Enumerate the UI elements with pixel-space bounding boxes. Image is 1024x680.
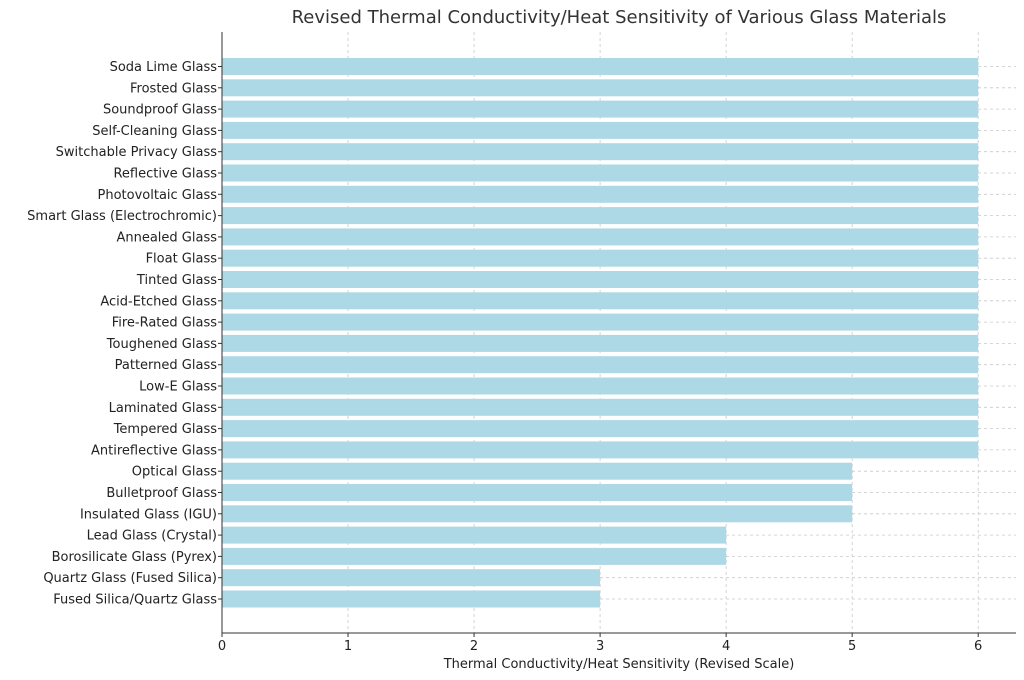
bar <box>222 505 853 523</box>
y-tick-label: Toughened Glass <box>106 337 217 352</box>
bar <box>222 420 979 438</box>
bar <box>222 356 979 374</box>
x-tick-label: 6 <box>974 639 982 654</box>
bar <box>222 271 979 288</box>
y-tick-label: Tinted Glass <box>136 273 217 288</box>
y-tick-label: Smart Glass (Electrochromic) <box>27 209 217 224</box>
y-tick-label: Annealed Glass <box>116 230 217 245</box>
bar <box>222 100 979 118</box>
bar <box>222 398 979 416</box>
y-tick-label: Optical Glass <box>132 465 217 480</box>
y-tick-label: Fused Silica/Quartz Glass <box>53 593 217 608</box>
bar <box>222 569 601 587</box>
bar <box>222 484 853 501</box>
bar <box>222 249 979 267</box>
y-tick-label: Photovoltaic Glass <box>98 188 218 203</box>
y-tick-label: Reflective Glass <box>113 167 217 182</box>
bar <box>222 462 853 480</box>
y-tick-label: Insulated Glass (IGU) <box>80 507 217 522</box>
y-tick-label: Quartz Glass (Fused Silica) <box>43 571 217 586</box>
x-axis-title: Thermal Conductivity/Heat Sensitivity (R… <box>443 657 795 672</box>
y-tick-label: Low-E Glass <box>139 380 217 395</box>
bar <box>222 377 979 395</box>
bar <box>222 79 979 97</box>
y-tick-label: Float Glass <box>146 252 218 267</box>
y-tick-label: Tempered Glass <box>113 422 218 437</box>
bar <box>222 526 727 544</box>
y-tick-label: Switchable Privacy Glass <box>56 145 218 160</box>
bar <box>222 185 979 203</box>
y-tick-label: Soundproof Glass <box>103 103 217 118</box>
bar <box>222 164 979 182</box>
bar <box>222 207 979 225</box>
y-tick-label: Fire-Rated Glass <box>112 316 218 331</box>
bars <box>222 58 979 608</box>
bar <box>222 58 979 75</box>
x-tick-label: 0 <box>218 639 226 654</box>
y-tick-label: Self-Cleaning Glass <box>92 124 217 139</box>
bar <box>222 121 979 139</box>
bar <box>222 292 979 310</box>
x-tick-label: 2 <box>470 639 478 654</box>
y-tick-label: Bulletproof Glass <box>106 486 217 501</box>
y-tick-label: Frosted Glass <box>130 81 217 96</box>
bar <box>222 143 979 161</box>
x-tick-label: 5 <box>848 639 856 654</box>
y-tick-label: Soda Lime Glass <box>110 60 218 75</box>
x-tick-label: 4 <box>722 639 730 654</box>
x-tick-label: 3 <box>596 639 604 654</box>
bar <box>222 441 979 459</box>
x-tick-label: 1 <box>344 639 352 654</box>
y-tick-labels: Soda Lime Glass Frosted Glass Soundproof G… <box>27 60 217 608</box>
bar <box>222 590 601 608</box>
bar <box>222 228 979 246</box>
chart-title: Revised Thermal Conductivity/Heat Sensit… <box>292 7 947 28</box>
y-tick-label: Lead Glass (Crystal) <box>87 529 217 544</box>
y-tick-label: Patterned Glass <box>115 358 218 373</box>
bar <box>222 547 727 565</box>
y-tick-label: Acid-Etched Glass <box>100 294 217 309</box>
bar <box>222 313 979 331</box>
axes <box>218 32 1016 637</box>
bar <box>222 334 979 352</box>
x-tick-labels: 0 1 2 3 4 5 6 <box>218 639 982 654</box>
y-tick-label: Borosilicate Glass (Pyrex) <box>52 550 217 565</box>
y-tick-label: Laminated Glass <box>109 401 218 416</box>
y-tick-label: Antireflective Glass <box>91 443 217 458</box>
